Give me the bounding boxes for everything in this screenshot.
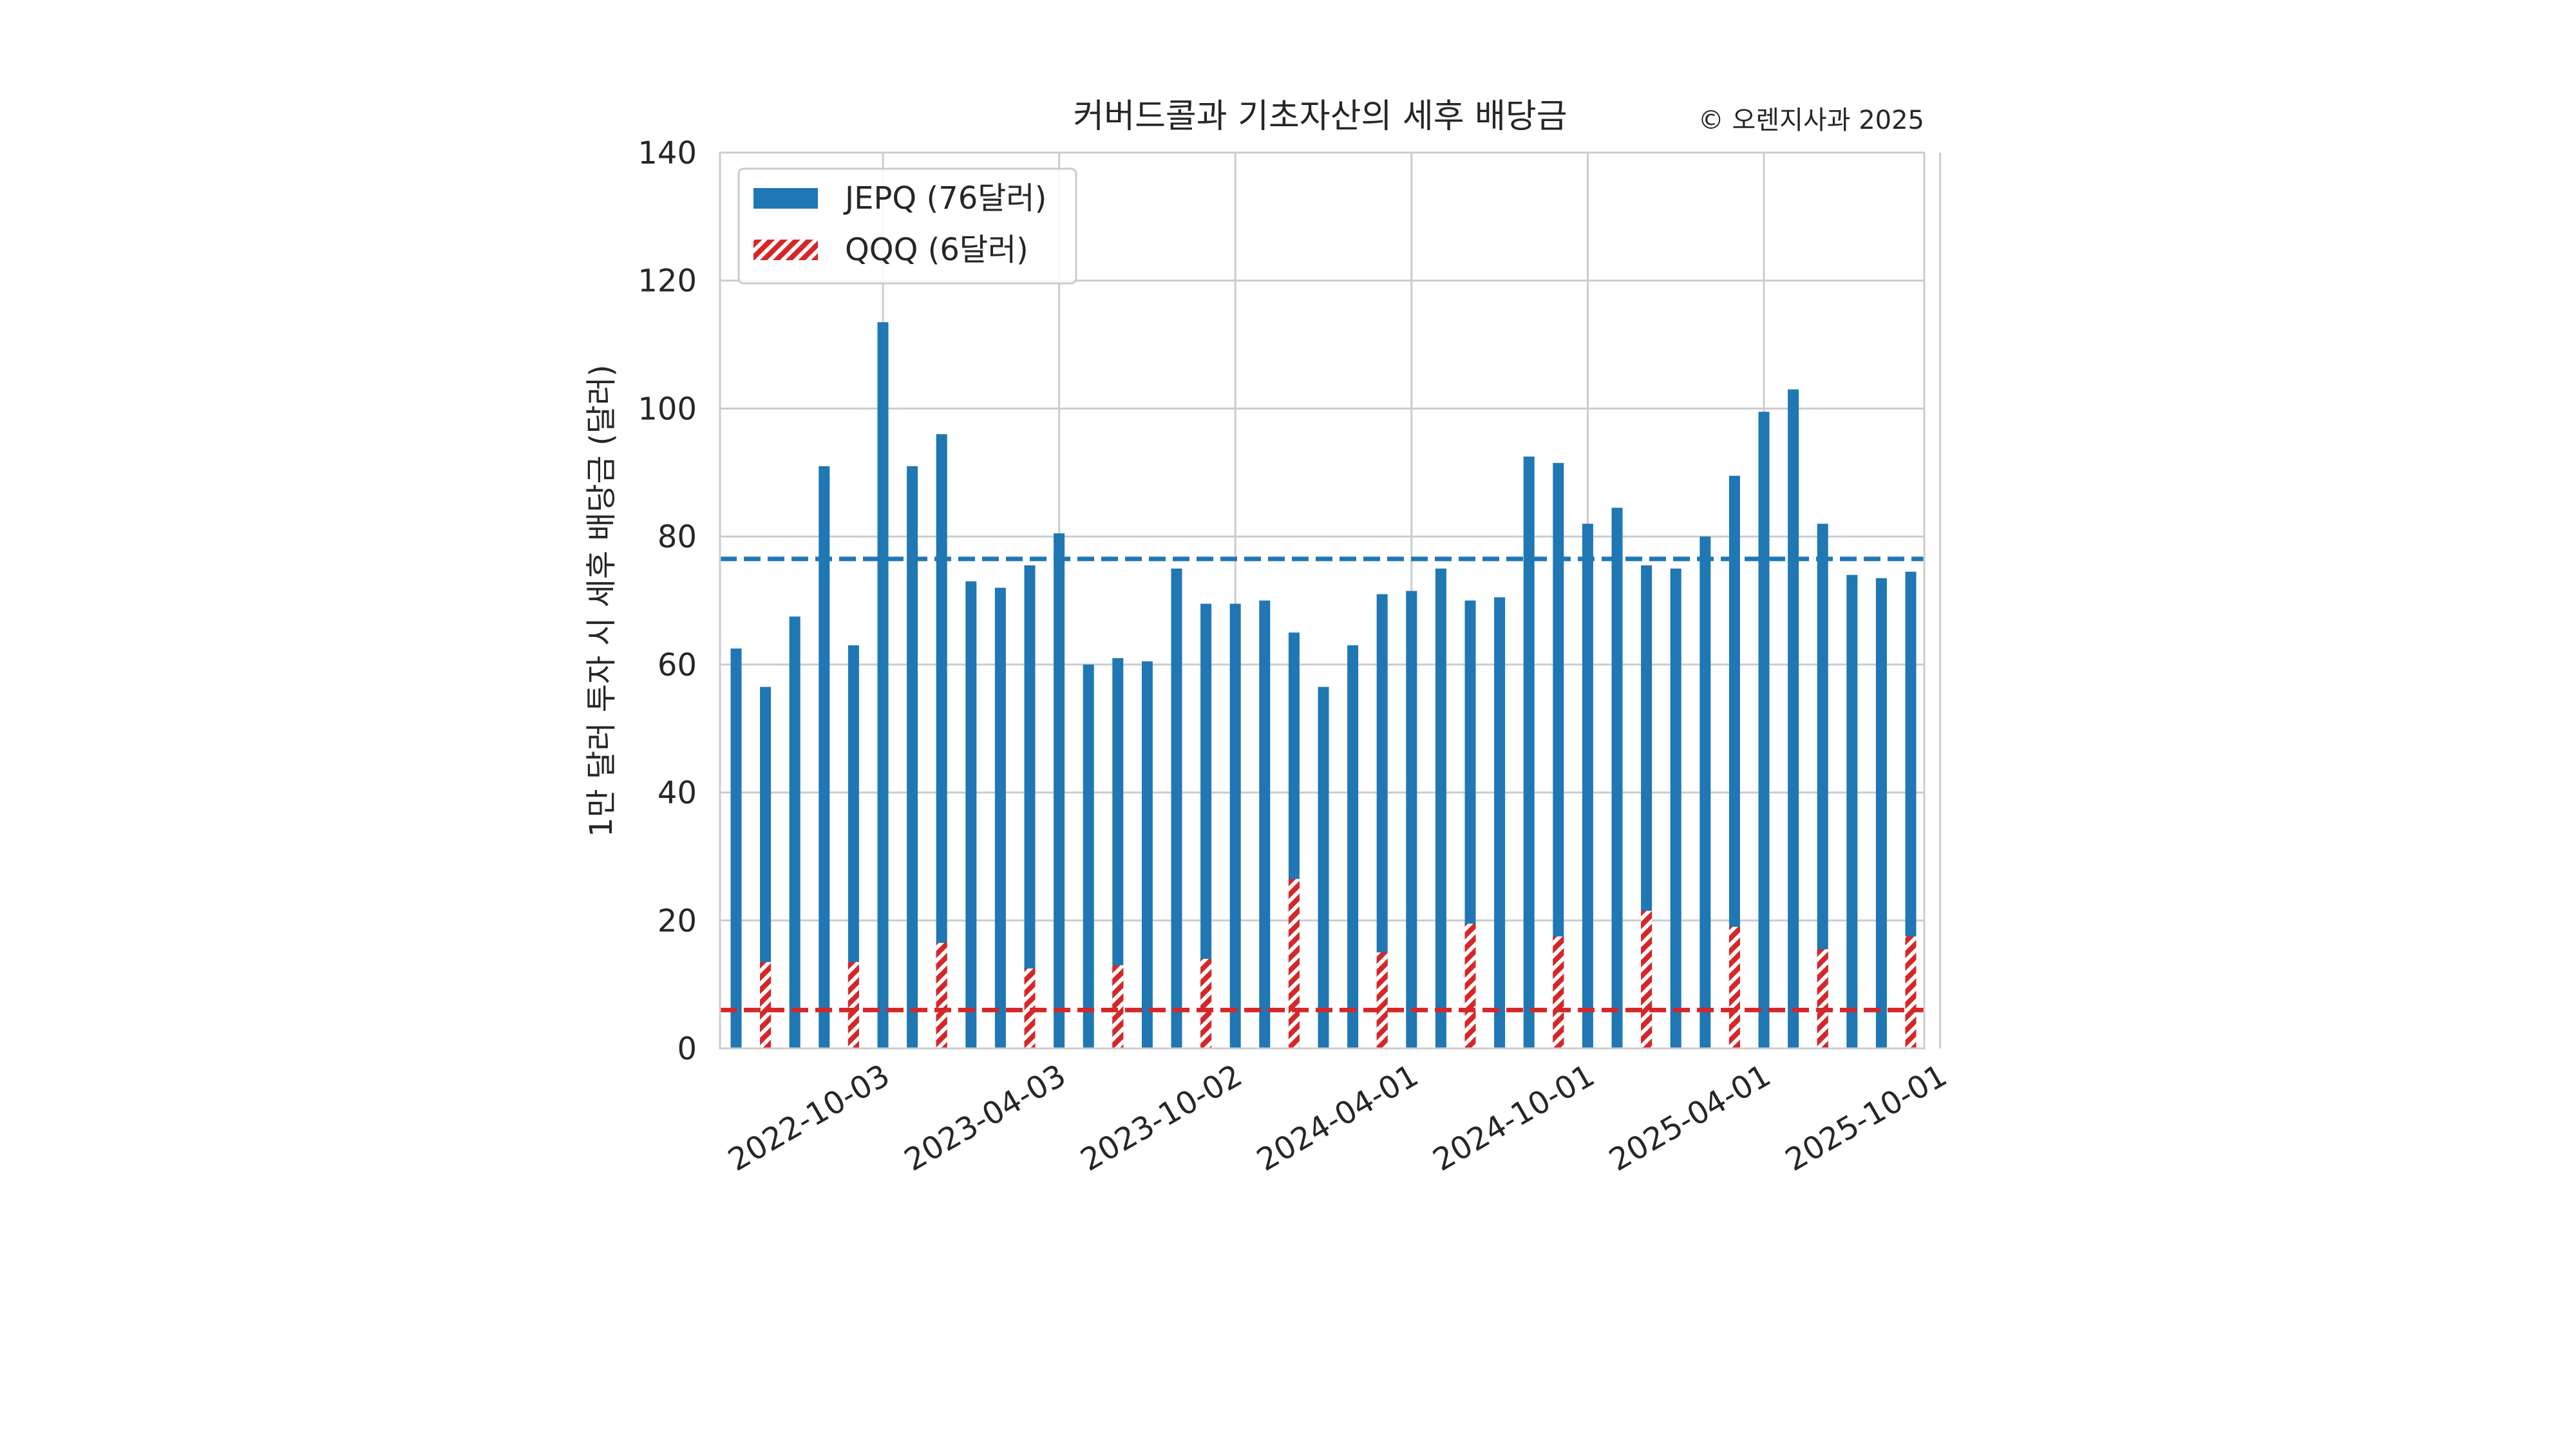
qqq-bar: [760, 961, 772, 1048]
legend: JEPQ (76달러) QQQ (6달러): [737, 167, 1077, 285]
jepq-bar: [1788, 389, 1799, 1048]
x-axis-ticks: 2022-10-03 2023-04-03 2023-10-02 2024-04-01…: [722, 1057, 1953, 1179]
jepq-bar: [819, 466, 830, 1048]
legend-swatch-qqq: [753, 240, 818, 260]
x-tick-label: 2024-10-01: [1427, 1057, 1601, 1179]
x-tick-label: 2023-10-02: [1075, 1057, 1249, 1179]
jepq-bar: [1758, 412, 1770, 1048]
jepq-bar: [848, 645, 859, 1048]
jepq-bar: [877, 322, 889, 1049]
qqq-bar: [1376, 952, 1388, 1048]
jepq-bar: [730, 649, 742, 1048]
jepq-bar: [1728, 475, 1740, 1048]
jepq-bar: [1523, 456, 1535, 1048]
qqq-bar: [1641, 911, 1653, 1048]
jepq-bar: [936, 434, 947, 1048]
jepq-bar: [965, 581, 977, 1048]
jepq-bar: [1494, 597, 1506, 1048]
qqq-bar: [1464, 923, 1476, 1048]
jepq-bar: [1318, 687, 1329, 1048]
jepq-bar: [907, 466, 918, 1048]
jepq-bar: [1200, 603, 1212, 1048]
x-tick-label: 2022-10-03: [722, 1057, 896, 1179]
y-tick-label: 20: [658, 903, 697, 939]
x-tick-label: 2025-04-01: [1603, 1057, 1777, 1179]
x-tick-label: 2023-04-03: [898, 1057, 1072, 1179]
jepq-bar: [1141, 661, 1153, 1048]
average-lines: [720, 556, 1924, 1012]
y-axis-label: 1만 달러 투자 시 세후 배당금 (달러): [583, 365, 620, 837]
bars: [730, 322, 1917, 1049]
jepq-bar: [1700, 536, 1711, 1048]
jepq-bar: [1083, 664, 1094, 1048]
jepq-bar: [1054, 533, 1065, 1048]
jepq-bar: [789, 616, 800, 1048]
x-tick-label: 2025-10-01: [1779, 1057, 1953, 1179]
jepq-bar: [760, 687, 772, 1048]
gridlines: [720, 153, 1942, 1048]
qqq-bar: [1200, 958, 1212, 1048]
legend-swatch-jepq: [753, 188, 818, 209]
qqq-bar: [1112, 965, 1124, 1048]
jepq-bar: [1259, 600, 1271, 1048]
jepq-bar: [1611, 507, 1623, 1048]
y-tick-label: 120: [638, 263, 697, 299]
legend-label-qqq: QQQ (6달러): [845, 232, 1028, 268]
qqq-bar: [848, 961, 859, 1048]
jepq-bar: [1846, 574, 1858, 1048]
jepq-bar: [994, 587, 1006, 1048]
jepq-bar: [1112, 658, 1124, 1048]
y-tick-label: 80: [658, 519, 697, 555]
jepq-bar: [1376, 594, 1388, 1048]
copyright-credit: © 오렌지사과 2025: [1698, 106, 1924, 135]
qqq-bar: [936, 943, 947, 1048]
jepq-bar: [1171, 568, 1182, 1048]
jepq-bar: [1817, 524, 1828, 1048]
jepq-bar: [1670, 568, 1681, 1048]
legend-box: [737, 167, 1077, 285]
y-tick-label: 100: [638, 391, 697, 427]
qqq-bar: [1817, 949, 1828, 1048]
y-tick-label: 0: [677, 1031, 697, 1067]
y-tick-label: 40: [658, 775, 697, 811]
qqq-bar: [1728, 927, 1740, 1048]
jepq-bar: [1435, 568, 1446, 1048]
jepq-bar: [1905, 571, 1917, 1048]
legend-label-jepq: JEPQ (76달러): [843, 180, 1046, 216]
jepq-bar: [1553, 462, 1564, 1048]
jepq-bar: [1582, 524, 1593, 1048]
y-tick-label: 140: [638, 135, 697, 171]
jepq-bar: [1229, 603, 1241, 1048]
jepq-bar: [1406, 591, 1417, 1048]
jepq-bar: [1024, 565, 1036, 1048]
x-tick-label: 2024-04-01: [1251, 1057, 1425, 1179]
plot-frame: [719, 151, 1926, 1050]
y-axis-ticks: 0 20 40 60 80 100 120 140: [638, 135, 697, 1067]
y-tick-label: 60: [658, 647, 697, 683]
jepq-bar: [1347, 645, 1359, 1048]
qqq-bar: [1553, 936, 1564, 1048]
qqq-bar: [1288, 878, 1300, 1048]
jepq-bar: [1875, 578, 1887, 1048]
chart-title: 커버드콜과 기초자산의 세후 배당금: [1073, 97, 1567, 136]
qqq-bar: [1905, 936, 1917, 1048]
